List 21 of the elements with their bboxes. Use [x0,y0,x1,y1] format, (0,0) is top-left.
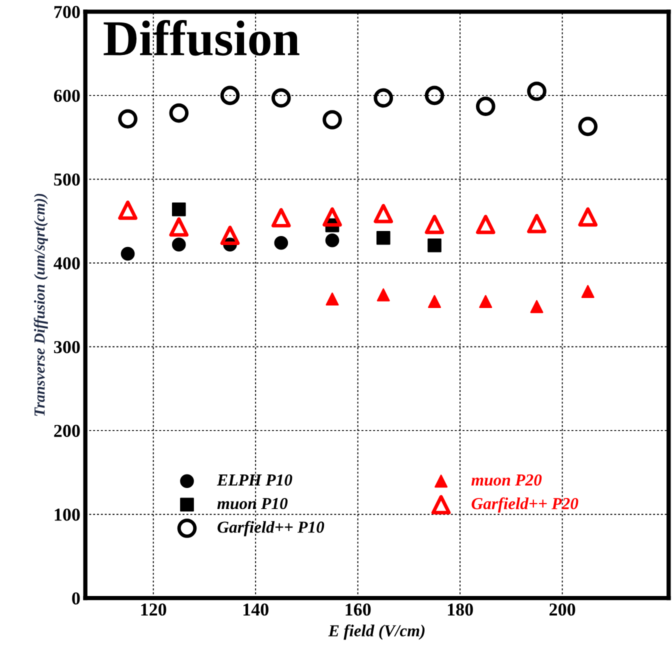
x-tick-label: 120 [141,603,166,616]
y-axis-title: Transverse Diffusion (um/sqrt(cm)) [34,194,48,416]
legend-label: muon P10 [217,498,288,510]
chart-title: Diffusion [104,20,300,56]
y-tick-label: 600 [54,90,80,102]
legend-label: Garfield++ P10 [218,520,324,536]
y-tick-label: 0 [72,592,80,605]
x-tick-label: 180 [448,603,473,616]
legend-label: ELPH P10 [216,474,292,486]
y-tick-label: 200 [54,424,80,437]
y-tick-label: 300 [54,341,80,354]
x-axis-title: E field (V/cm) [328,624,425,640]
y-tick-label: 500 [54,173,80,186]
x-tick-label: 160 [346,603,371,616]
y-tick-label: 700 [54,6,80,18]
y-tick-label: 400 [54,257,80,270]
legend-label: muon P20 [471,474,542,486]
y-tick-label: 100 [54,508,80,521]
legend-label: Garfield++ P20 [472,497,578,513]
x-tick-label: 140 [243,603,268,616]
x-tick-label: 200 [550,603,576,616]
